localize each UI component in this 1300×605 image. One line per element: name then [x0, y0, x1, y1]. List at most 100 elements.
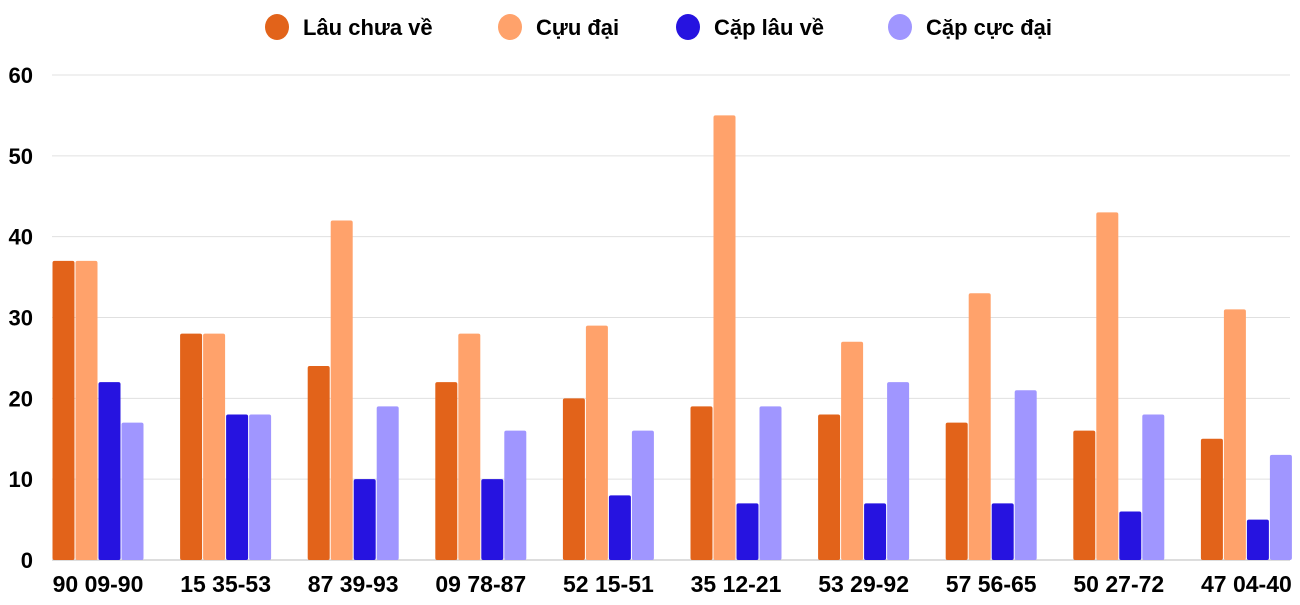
bar	[1246, 519, 1269, 560]
bar	[562, 398, 585, 560]
legend-label: Cựu đại	[536, 15, 619, 40]
bar	[226, 414, 249, 560]
bar	[121, 422, 144, 560]
bar-3-15-35-53	[226, 414, 249, 560]
bar-3-53-29-92	[864, 503, 887, 560]
legend-label: Cặp cực đại	[926, 15, 1052, 40]
bar	[75, 260, 98, 560]
legend-swatch-icon	[498, 14, 522, 40]
bar	[1096, 212, 1119, 560]
y-axis: 0 10 20 30 40 50 60	[9, 63, 33, 573]
bar-4-09-78-87	[504, 430, 527, 560]
legend-swatch-icon	[265, 14, 289, 40]
bar	[713, 115, 736, 561]
bar	[759, 406, 782, 560]
bar-4-50-27-72	[1142, 414, 1165, 560]
x-tick-label: 90 09-90	[53, 571, 144, 597]
bar-1-50-27-72	[1073, 430, 1096, 560]
bar	[736, 503, 759, 560]
legend-label: Lâu chưa về	[303, 15, 433, 40]
y-tick-label: 40	[9, 225, 33, 250]
bar-4-57-56-65	[1014, 390, 1037, 560]
bar	[1119, 511, 1142, 560]
bar-2-90-09-90	[75, 260, 98, 560]
bar-3-09-78-87	[481, 479, 504, 560]
x-tick-label: 53 29-92	[818, 571, 909, 597]
bar-4-47-04-40	[1269, 454, 1292, 560]
bar-1-09-78-87	[435, 382, 458, 560]
bar	[887, 382, 910, 560]
bar	[631, 430, 654, 560]
x-tick-label: 87 39-93	[308, 571, 399, 597]
bar-1-47-04-40	[1200, 438, 1223, 560]
bar-3-35-12-21	[736, 503, 759, 560]
bar-3-50-27-72	[1119, 511, 1142, 560]
x-tick-label: 35 12-21	[691, 571, 782, 597]
bar	[968, 293, 991, 560]
bar-1-15-35-53	[180, 333, 203, 560]
bar-2-57-56-65	[968, 293, 991, 560]
bar-1-90-09-90	[52, 260, 75, 560]
bar-2-15-35-53	[203, 333, 226, 560]
bar	[1223, 309, 1246, 560]
bar-4-15-35-53	[249, 414, 272, 560]
bar	[504, 430, 527, 560]
bar-3-52-15-51	[608, 495, 631, 560]
y-tick-label: 60	[9, 63, 33, 88]
bar-2-52-15-51	[585, 325, 608, 560]
y-tick-label: 10	[9, 467, 33, 492]
bar	[608, 495, 631, 560]
x-tick-label: 09 78-87	[435, 571, 526, 597]
bar	[376, 406, 399, 560]
bar	[435, 382, 458, 560]
bar	[864, 503, 887, 560]
bar-2-09-78-87	[458, 333, 481, 560]
bar	[1269, 454, 1292, 560]
y-tick-label: 50	[9, 144, 33, 169]
bar	[52, 260, 75, 560]
bar	[481, 479, 504, 560]
bar-1-57-56-65	[945, 422, 968, 560]
y-tick-label: 0	[21, 548, 33, 573]
bars	[52, 115, 1292, 561]
bar	[353, 479, 376, 560]
legend-item[interactable]: Cặp lâu về	[676, 14, 824, 40]
bar-2-53-29-92	[841, 341, 864, 560]
bar-1-35-12-21	[690, 406, 713, 560]
bar-2-50-27-72	[1096, 212, 1119, 560]
x-tick-label: 50 27-72	[1073, 571, 1164, 597]
bar	[991, 503, 1014, 560]
x-axis: 90 09-90 15 35-53 87 39-93 09 78-87 52 15-51…	[53, 571, 1292, 597]
legend-item[interactable]: Cựu đại	[498, 14, 619, 40]
bar	[307, 366, 330, 560]
bar-3-90-09-90	[98, 382, 121, 560]
bar-2-35-12-21	[713, 115, 736, 561]
bar	[818, 414, 841, 560]
bar-3-87-39-93	[353, 479, 376, 560]
bar	[690, 406, 713, 560]
legend-item[interactable]: Cặp cực đại	[888, 14, 1052, 40]
bar	[945, 422, 968, 560]
bar	[1073, 430, 1096, 560]
y-tick-label: 30	[9, 306, 33, 331]
x-tick-label: 57 56-65	[946, 571, 1037, 597]
bar-2-47-04-40	[1223, 309, 1246, 560]
x-tick-label: 47 04-40	[1201, 571, 1292, 597]
bar-1-87-39-93	[307, 366, 330, 560]
bar-3-57-56-65	[991, 503, 1014, 560]
bar-2-87-39-93	[330, 220, 353, 560]
bar	[98, 382, 121, 560]
bar	[841, 341, 864, 560]
bar-4-52-15-51	[631, 430, 654, 560]
bar	[458, 333, 481, 560]
bar-3-47-04-40	[1246, 519, 1269, 560]
bar	[1142, 414, 1165, 560]
bar	[180, 333, 203, 560]
bar-4-53-29-92	[887, 382, 910, 560]
bar	[585, 325, 608, 560]
legend: Lâu chưa về Cựu đại Cặp lâu về Cặp cực đại	[265, 14, 1052, 40]
legend-swatch-icon	[676, 14, 700, 40]
bar-4-35-12-21	[759, 406, 782, 560]
bar	[330, 220, 353, 560]
legend-item[interactable]: Lâu chưa về	[265, 14, 433, 40]
